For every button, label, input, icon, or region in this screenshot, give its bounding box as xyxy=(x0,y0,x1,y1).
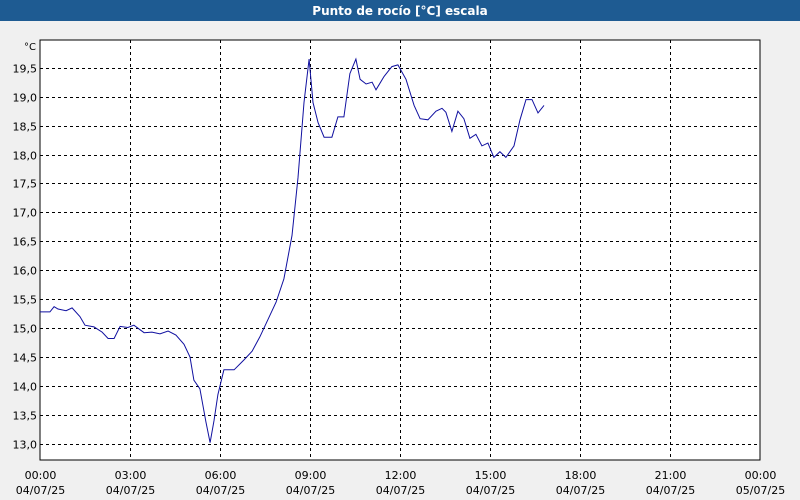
x-tick-date-label: 04/07/25 xyxy=(646,484,695,497)
x-tick-date-label: 05/07/25 xyxy=(736,484,785,497)
y-tick-label: 17,5 xyxy=(13,178,38,191)
grid-lines xyxy=(40,40,760,460)
y-tick-label: 18,0 xyxy=(13,150,38,163)
x-tick-time-label: 12:00 xyxy=(385,469,417,482)
series-layer xyxy=(40,57,545,443)
y-tick-label: 16,5 xyxy=(13,236,38,249)
x-tick-date-label: 04/07/25 xyxy=(106,484,155,497)
y-tick-label: 13,0 xyxy=(13,439,38,452)
x-tick-date-label: 04/07/25 xyxy=(286,484,335,497)
y-tick-label: 14,0 xyxy=(13,381,38,394)
y-tick-label: 15,0 xyxy=(13,323,38,336)
x-tick-time-label: 18:00 xyxy=(565,469,597,482)
x-tick-date-label: 04/07/25 xyxy=(466,484,515,497)
y-tick-label: 19,5 xyxy=(13,63,38,76)
dew-point-series-line xyxy=(40,57,545,443)
x-tick-time-label: 09:00 xyxy=(295,469,327,482)
x-tick-time-label: 00:00 xyxy=(25,469,57,482)
x-tick-time-label: 06:00 xyxy=(205,469,237,482)
x-tick-date-label: 04/07/25 xyxy=(376,484,425,497)
y-tick-label: 14,5 xyxy=(13,352,38,365)
chart-title: Punto de rocío [°C] escala xyxy=(0,0,800,21)
y-tick-label: 16,0 xyxy=(13,265,38,278)
x-tick-date-label: 04/07/25 xyxy=(196,484,245,497)
x-tick-time-label: 21:00 xyxy=(655,469,687,482)
x-tick-time-label: 03:00 xyxy=(115,469,147,482)
x-tick-date-label: 04/07/25 xyxy=(16,484,65,497)
y-tick-label: 17,0 xyxy=(13,207,38,220)
x-tick-date-label: 04/07/25 xyxy=(556,484,605,497)
y-tick-label: 13,5 xyxy=(13,410,38,423)
y-axis-unit-label: °C xyxy=(24,42,36,53)
y-tick-label: 19,0 xyxy=(13,92,38,105)
y-axis-ticks: 13,0 13,5 14,0 14,5 15,0 15,5 16,0 16,5 17,0 17,5… xyxy=(13,63,38,452)
y-tick-label: 18,5 xyxy=(13,121,38,134)
y-tick-label: 15,5 xyxy=(13,294,38,307)
x-axis-ticks: 00:00 04/07/25 03:00 04/07/25 06:00 04/07/25 0… xyxy=(16,469,785,497)
x-tick-time-label: 00:00 xyxy=(745,469,777,482)
x-tick-time-label: 15:00 xyxy=(475,469,507,482)
